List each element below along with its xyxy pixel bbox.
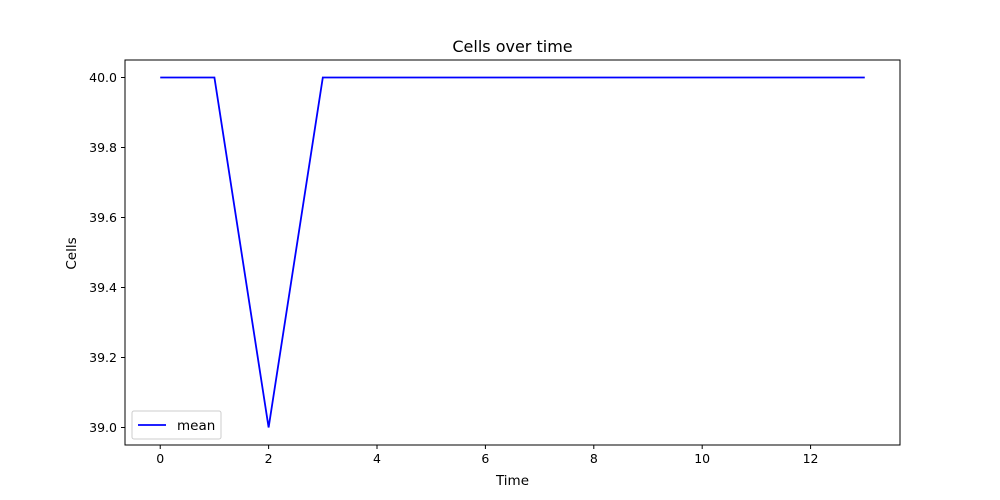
legend-label-mean: mean: [177, 418, 215, 434]
y-tick-label: 39.2: [89, 350, 117, 365]
y-tick-label: 40.0: [89, 70, 117, 85]
axes-frame: [124, 59, 901, 446]
y-tick-label: 39.4: [89, 280, 117, 295]
y-axis-title: Cells: [64, 237, 80, 269]
series-line-mean: [160, 76, 865, 428]
y-tick-label: 39.0: [89, 420, 117, 435]
x-axis-title: Time: [495, 473, 529, 489]
x-tick-label: 8: [590, 451, 598, 466]
legend: mean: [131, 410, 222, 440]
y-tick-label: 39.6: [89, 210, 117, 225]
y-tick-label: 39.8: [89, 140, 117, 155]
x-tick-label: 12: [803, 451, 819, 466]
chart-title: Cells over time: [452, 37, 572, 56]
x-tick-label: 10: [694, 451, 710, 466]
legend-box: [131, 410, 222, 440]
x-tick-label: 0: [156, 451, 164, 466]
x-tick-label: 6: [481, 451, 489, 466]
x-tick-label: 2: [265, 451, 273, 466]
plot-area: 0 2 4 6 8 10 12 39.0 39.2 39.4 39.6 39.8 40.0: [89, 59, 901, 466]
x-tick-label: 4: [373, 451, 381, 466]
